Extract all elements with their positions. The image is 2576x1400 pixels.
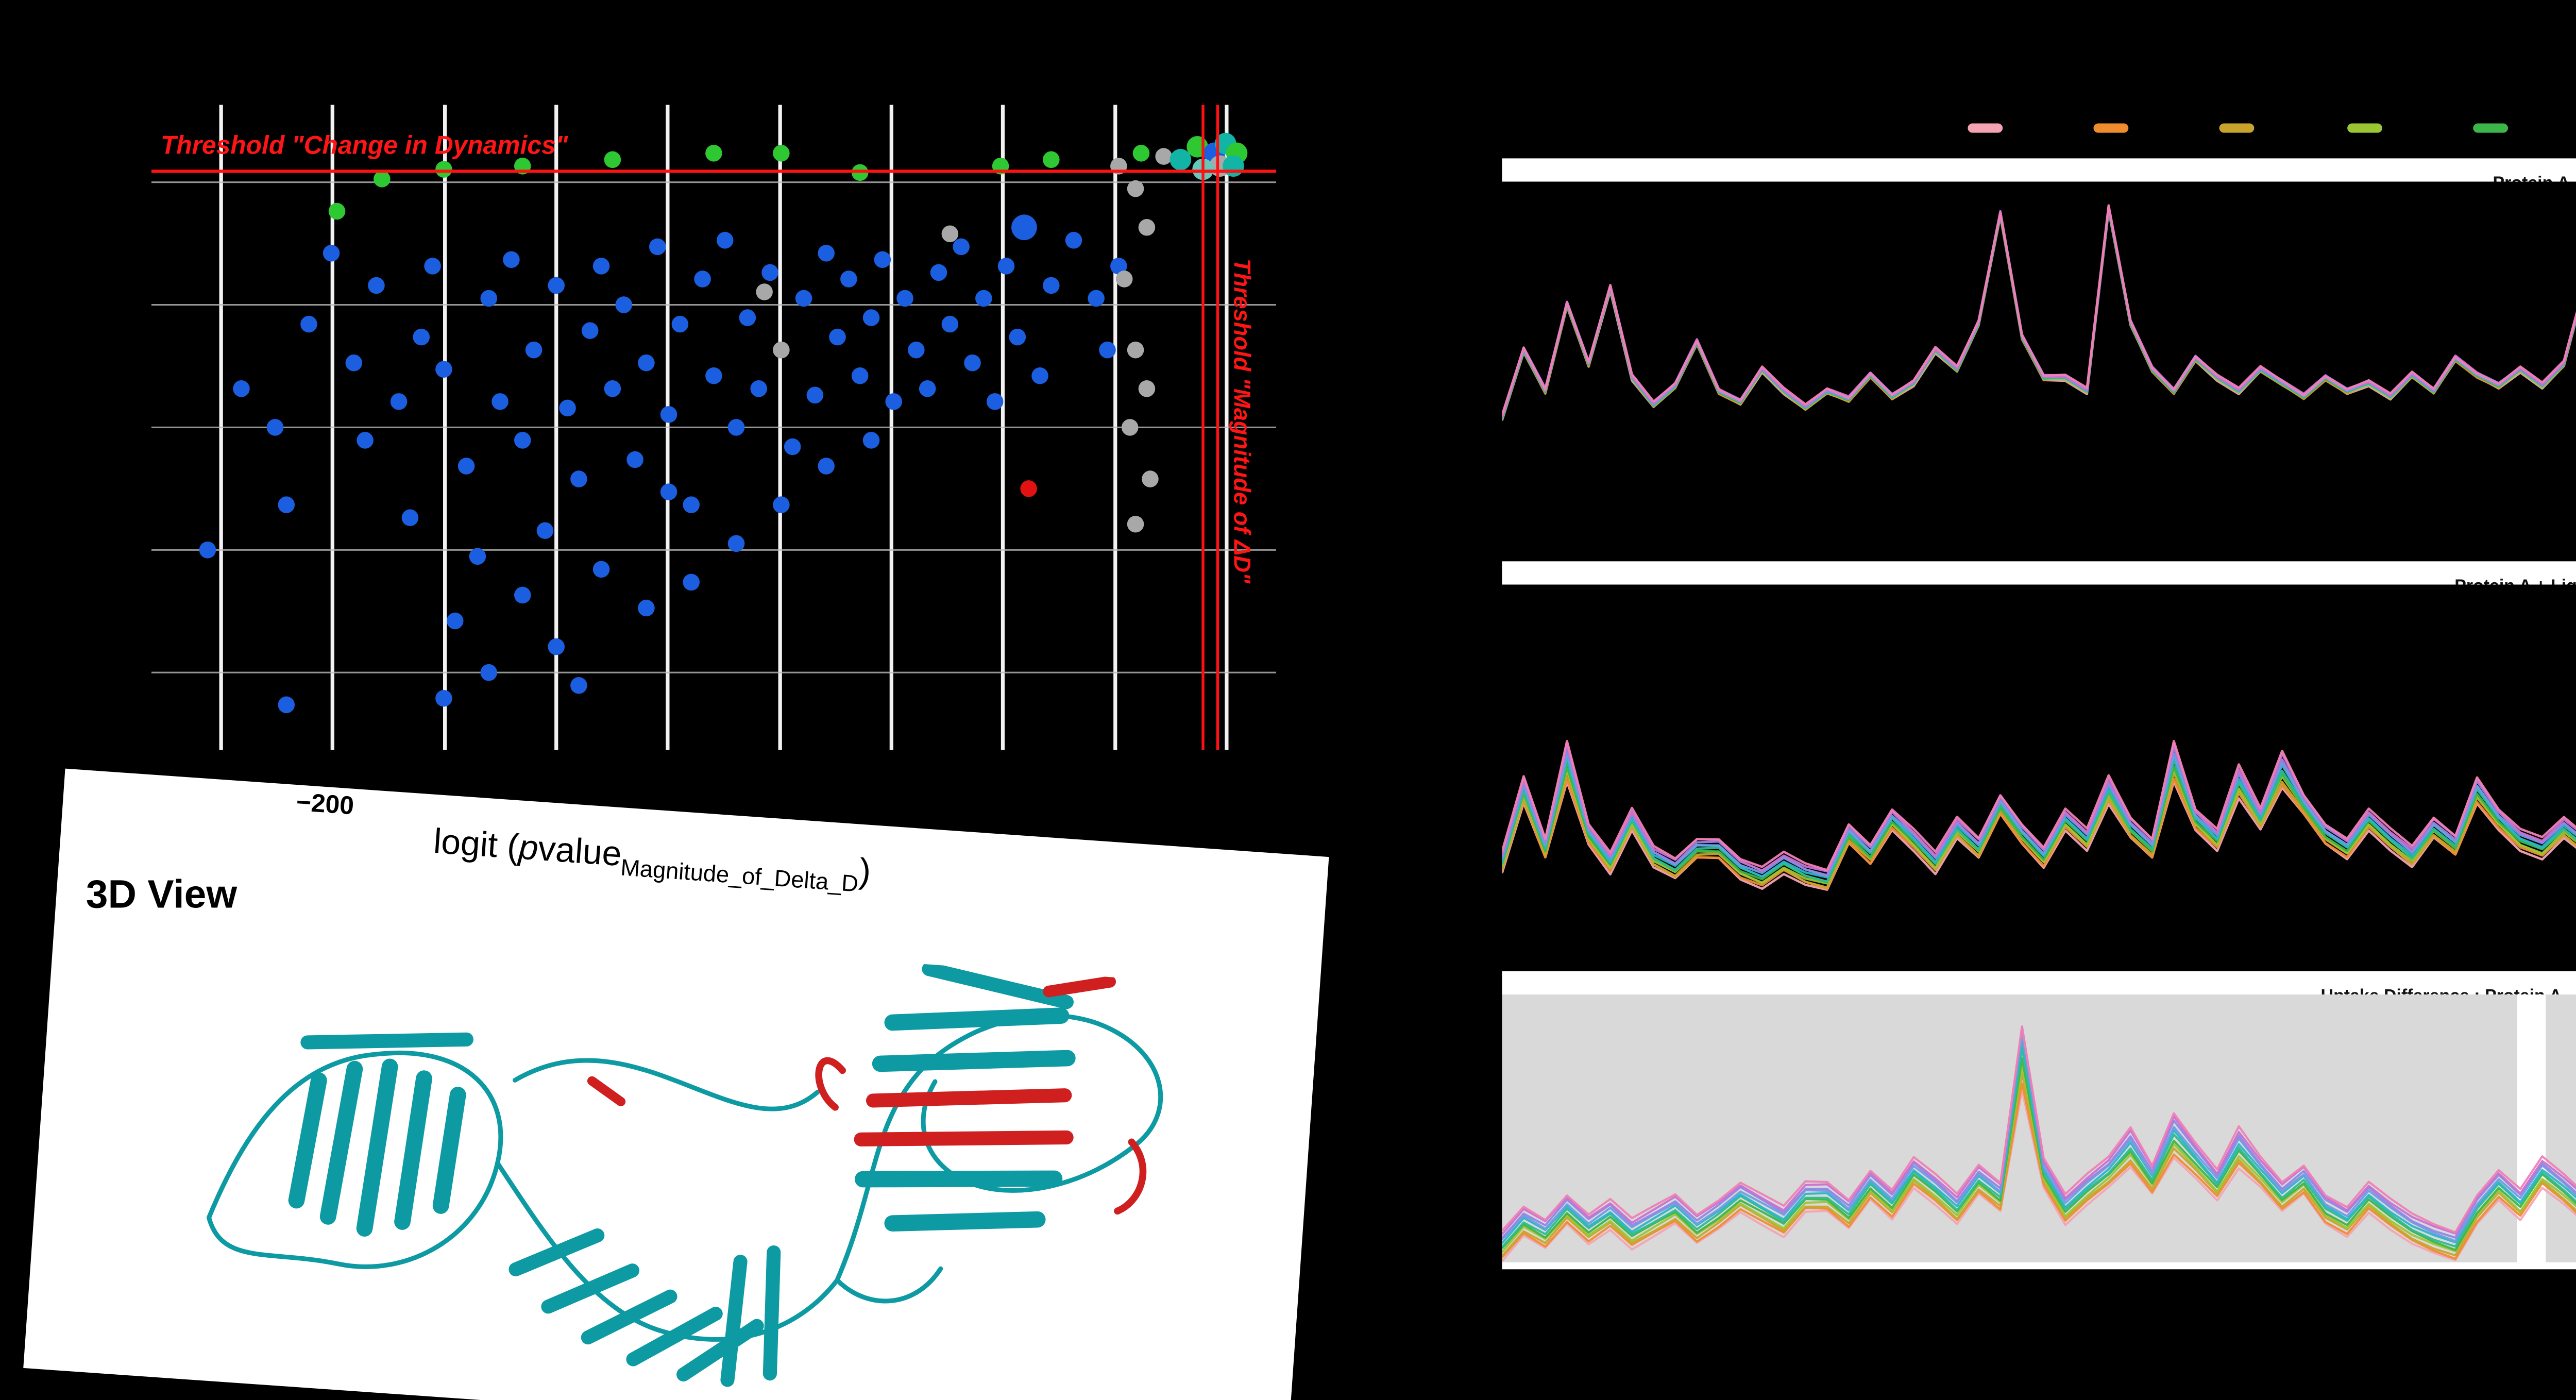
chart-title-bar-uptake-difference: Uptake Difference : Protein A - (Protein… bbox=[1502, 971, 2576, 1006]
line-chart-svg bbox=[1501, 994, 2576, 1270]
uptake-dashboard: Protein A Protein A + Ligand Uptake Diff… bbox=[1501, 116, 2576, 1281]
axis-label-value: value bbox=[536, 830, 623, 875]
line-chart-svg bbox=[1501, 584, 2576, 955]
legend-item-4[interactable] bbox=[2346, 124, 2381, 132]
protein-structure[interactable] bbox=[93, 908, 1287, 1400]
x-axis-tick: −200 bbox=[295, 789, 355, 822]
axis-label-subscript: Magnitude_of_Delta_D bbox=[619, 856, 859, 899]
uptake-difference-chart[interactable] bbox=[1501, 994, 2576, 1270]
legend-item-2[interactable] bbox=[2094, 124, 2129, 132]
legend-item-5[interactable] bbox=[2472, 124, 2507, 132]
uptake-chart-protein-a[interactable] bbox=[1501, 181, 2576, 548]
x-axis-label: logit (pvalueMagnitude_of_Delta_D) bbox=[432, 822, 872, 900]
uptake-chart-protein-a-ligand[interactable] bbox=[1501, 584, 2576, 955]
axis-label-prefix: logit ( bbox=[432, 822, 520, 868]
axis-label-p: p bbox=[517, 828, 540, 870]
legend-item-3[interactable] bbox=[2220, 124, 2256, 132]
volcano-scatter[interactable] bbox=[151, 105, 1276, 750]
view-3d-panel[interactable]: −200 logit (pvalueMagnitude_of_Delta_D) … bbox=[23, 768, 1329, 1400]
volcano-plot-panel[interactable]: Threshold "Change in Dynamics" Threshold… bbox=[151, 105, 1276, 750]
axis-label-suffix: ) bbox=[857, 852, 872, 893]
time-legend bbox=[1968, 121, 2576, 135]
chart-title-bar-protein-a: Protein A bbox=[1502, 158, 2576, 193]
legend-item-1[interactable] bbox=[1968, 124, 2003, 132]
line-chart-svg bbox=[1501, 181, 2576, 548]
chart-title-bar-protein-a-ligand: Protein A + Ligand bbox=[1502, 561, 2576, 596]
threshold-magnitude-label: Threshold "Magnitude of ΔD" bbox=[1227, 258, 1253, 584]
threshold-change-label: Threshold "Change in Dynamics" bbox=[160, 132, 568, 161]
